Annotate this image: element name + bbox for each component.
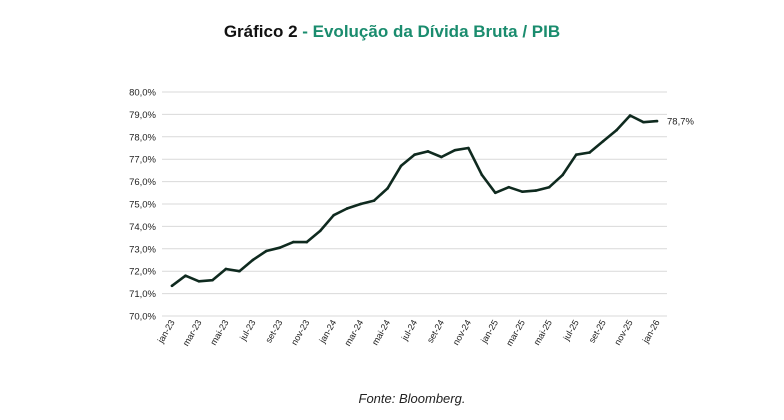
chart-title-rest: - Evolução da Dívida Bruta / PIB	[297, 22, 561, 41]
data-point	[561, 173, 564, 177]
x-tick-label: nov-25	[612, 318, 634, 347]
data-point	[480, 173, 484, 177]
x-tick-label: mar-25	[504, 318, 527, 348]
data-point	[318, 229, 322, 233]
grid-lines	[162, 91, 667, 317]
x-tick-label: mar-23	[181, 318, 204, 348]
data-point	[534, 189, 538, 192]
data-point	[197, 279, 201, 283]
data-point	[224, 267, 228, 271]
data-point	[628, 114, 632, 117]
data-point	[184, 274, 187, 277]
y-tick-label: 78,0%	[129, 132, 156, 143]
data-point	[372, 199, 376, 202]
x-tick-label: jul-24	[399, 318, 419, 343]
x-tick-label: jan-25	[478, 318, 500, 346]
y-tick-label: 76,0%	[129, 177, 156, 188]
data-point	[440, 155, 443, 159]
data-point	[588, 151, 591, 154]
data-point	[547, 185, 551, 189]
data-point	[426, 150, 430, 153]
data-point	[399, 164, 403, 168]
line-chart: 70,0% 71,0% 72,0% 73,0% 74,0% 75,0% 76,0% 77,0%…	[129, 88, 694, 348]
data-point	[238, 269, 241, 273]
y-tick-label: 75,0%	[129, 200, 156, 211]
series-layer	[170, 114, 659, 288]
end-value-label: 78,7%	[667, 117, 694, 128]
data-point	[278, 246, 282, 249]
y-tick-label: 70,0%	[129, 312, 156, 323]
data-point	[170, 284, 174, 288]
data-point	[453, 148, 457, 152]
x-tick-label: nov-23	[289, 318, 311, 347]
x-tick-label: jan-23	[155, 318, 177, 346]
data-point	[291, 240, 295, 244]
y-tick-label: 79,0%	[129, 110, 156, 121]
data-point	[467, 146, 470, 150]
data-point	[494, 191, 497, 195]
y-tick-label: 74,0%	[129, 222, 156, 233]
source-note: Fonte: Bloomberg.	[358, 391, 466, 406]
data-label-layer: 78,7%	[667, 117, 694, 128]
x-tick-label: set-25	[587, 318, 608, 345]
chart-title: Gráfico 2 - Evolução da Dívida Bruta / P…	[0, 22, 784, 42]
x-tick-label: jan-26	[640, 318, 662, 346]
x-tick-label: jul-25	[561, 318, 581, 343]
data-point	[413, 153, 416, 157]
x-tick-label: mai-25	[532, 318, 554, 347]
data-point	[211, 278, 214, 282]
x-tick-label: jul-23	[237, 318, 257, 343]
data-point	[386, 187, 389, 190]
x-tick-label: set-24	[425, 318, 446, 345]
data-point	[615, 128, 618, 132]
data-point	[332, 213, 335, 217]
data-point	[655, 119, 659, 123]
series-line	[170, 114, 659, 288]
y-tick-label: 77,0%	[129, 155, 156, 166]
x-tick-label: mai-24	[370, 318, 392, 347]
data-point	[574, 153, 578, 157]
y-axis-tick-labels: 70,0% 71,0% 72,0% 73,0% 74,0% 75,0% 76,0% 77,0%…	[129, 88, 156, 323]
x-tick-label: mar-24	[342, 318, 365, 348]
data-point	[305, 240, 309, 244]
data-point	[359, 202, 362, 206]
data-point	[345, 207, 349, 210]
y-tick-label: 80,0%	[129, 88, 156, 99]
data-point	[520, 190, 524, 193]
y-tick-label: 71,0%	[129, 289, 156, 300]
data-point	[642, 120, 645, 124]
x-tick-label: set-23	[263, 318, 284, 345]
data-point	[251, 258, 255, 262]
x-tick-label: mai-23	[208, 318, 230, 347]
y-tick-label: 73,0%	[129, 244, 156, 255]
chart-title-prefix: Gráfico 2	[223, 22, 298, 41]
data-point	[265, 249, 268, 253]
data-point	[507, 185, 511, 189]
data-point	[601, 139, 605, 143]
x-tick-label: nov-24	[451, 318, 473, 347]
y-tick-label: 72,0%	[129, 267, 156, 278]
x-tick-label: jan-24	[317, 318, 339, 346]
x-axis-tick-labels: jan-23 mar-23 mai-23 jul-23 set-23 nov-23 jan-…	[155, 318, 662, 348]
